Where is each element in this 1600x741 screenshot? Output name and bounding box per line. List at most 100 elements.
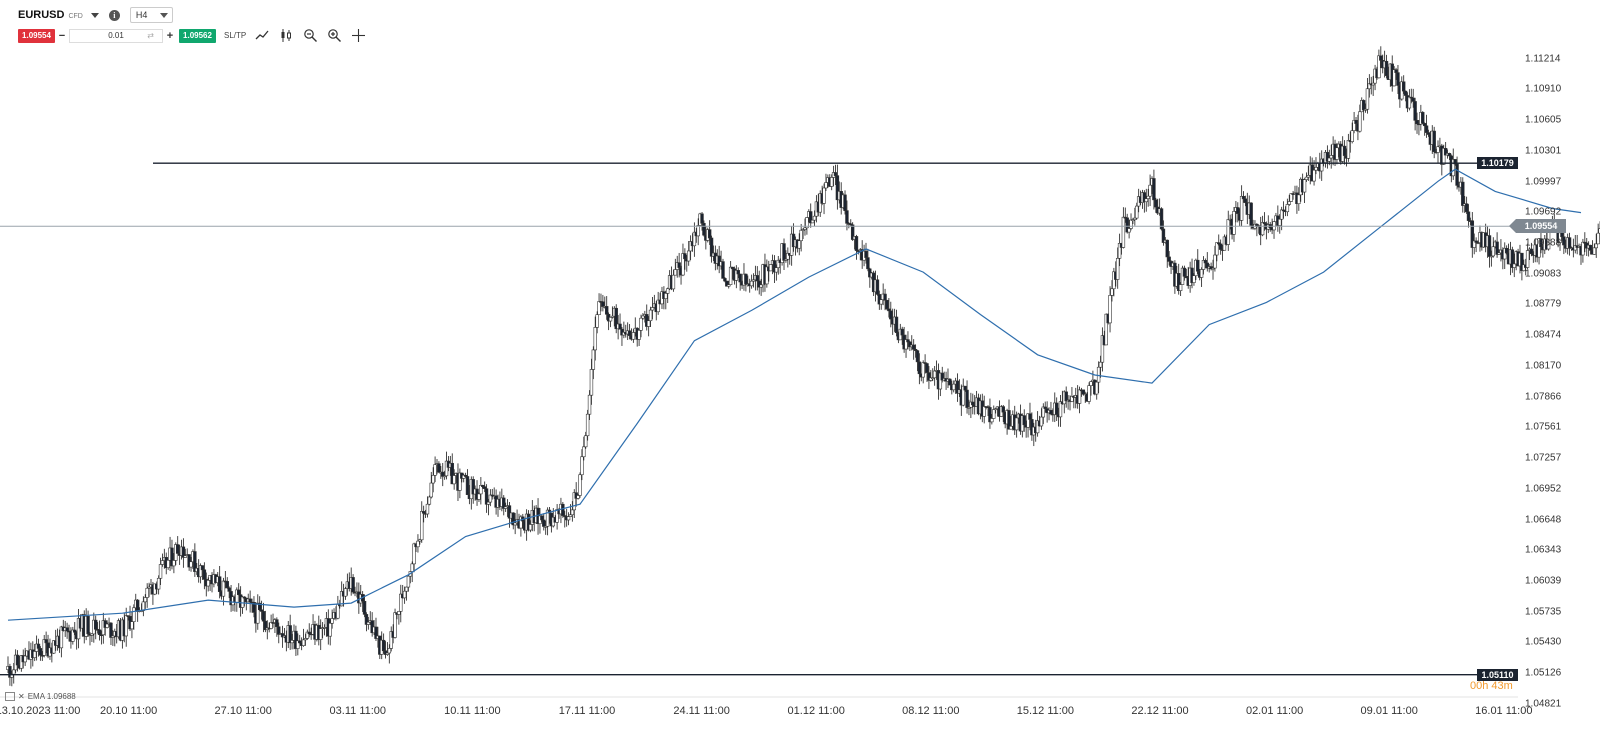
candle <box>601 301 605 307</box>
candle <box>452 475 456 485</box>
candle <box>421 511 426 514</box>
price-tick-label: 1.05430 <box>1525 636 1562 648</box>
candle <box>526 513 531 531</box>
swap-icon[interactable]: ⇄ <box>147 30 154 40</box>
candle <box>765 266 769 285</box>
candle <box>1358 111 1362 132</box>
candle <box>1314 166 1318 171</box>
candle <box>330 618 334 624</box>
candle <box>1184 276 1189 279</box>
price-tick-label: 1.06648 <box>1525 514 1562 526</box>
candle <box>269 622 273 629</box>
price-tick-label: 1.08474 <box>1525 329 1562 341</box>
candle <box>242 596 247 599</box>
candle <box>442 475 447 478</box>
timeframe-value: H4 <box>135 10 148 20</box>
resistance-level-label: 1.10179 <box>1477 157 1518 170</box>
candle <box>637 330 641 340</box>
candle <box>1455 163 1459 186</box>
indicator-settings-icon[interactable] <box>5 692 15 701</box>
zoom-out-icon[interactable] <box>303 28 318 43</box>
candle <box>757 280 761 288</box>
sell-button[interactable]: 1.09554 <box>18 28 55 43</box>
candle <box>988 407 992 423</box>
candle <box>86 615 90 635</box>
candle <box>618 323 622 330</box>
symbol-name[interactable]: EURUSD <box>18 9 65 21</box>
candle <box>1491 246 1495 257</box>
candle <box>94 619 98 630</box>
candle <box>894 316 899 334</box>
candle <box>450 462 454 485</box>
candle <box>433 464 437 476</box>
info-icon[interactable]: i <box>108 9 120 21</box>
candle <box>1121 216 1126 248</box>
indicator-remove-icon[interactable]: ✕ <box>18 692 25 701</box>
candle <box>1304 176 1309 180</box>
candle <box>339 591 344 607</box>
candle <box>1367 83 1372 90</box>
candle <box>528 524 533 531</box>
timeframe-select[interactable]: H4 <box>129 7 173 23</box>
candle <box>290 640 294 644</box>
candle <box>263 620 268 631</box>
candle <box>681 253 685 276</box>
quantity-input[interactable]: 0.01 ⇄ <box>69 28 163 43</box>
candlestick-icon[interactable] <box>279 28 294 43</box>
candle <box>1497 252 1501 255</box>
candle <box>486 501 491 505</box>
candle <box>666 288 670 294</box>
candle <box>248 598 252 603</box>
candle <box>59 626 64 649</box>
candle <box>595 314 599 328</box>
candle <box>784 258 788 261</box>
candle <box>1432 130 1436 152</box>
candle <box>488 494 493 503</box>
symbol-dropdown-icon[interactable] <box>90 12 99 18</box>
candle <box>990 418 994 423</box>
quantity-increase-button[interactable]: + <box>166 29 174 42</box>
candle <box>1262 222 1267 224</box>
candle <box>1182 267 1187 277</box>
candle <box>1489 255 1494 258</box>
price-tick-label: 1.06343 <box>1525 544 1562 556</box>
candle <box>170 547 174 567</box>
candle <box>824 182 828 189</box>
candle <box>1058 401 1063 418</box>
candle <box>296 640 300 649</box>
quantity-decrease-button[interactable]: − <box>58 29 66 42</box>
candle <box>696 225 700 237</box>
buy-button[interactable]: 1.09562 <box>179 28 216 43</box>
candle <box>1312 169 1316 182</box>
candle <box>1415 120 1419 125</box>
candle <box>1466 211 1471 221</box>
candle <box>221 580 226 597</box>
zoom-in-icon[interactable] <box>327 28 342 43</box>
candle <box>923 362 927 364</box>
candle <box>986 406 990 408</box>
candle <box>1049 409 1053 415</box>
candle <box>1529 248 1534 255</box>
candle <box>1588 244 1593 251</box>
candle <box>768 264 773 272</box>
candle <box>461 474 466 479</box>
sltp-button[interactable]: SL/TP <box>224 31 247 40</box>
candle <box>1594 243 1598 249</box>
candle <box>303 638 308 641</box>
candle <box>76 618 81 640</box>
candle <box>1001 406 1005 413</box>
ema-legend-label: EMA 1.09688 <box>27 692 76 701</box>
candle <box>879 299 883 305</box>
time-tick-label: 27.10 11:00 <box>214 705 272 717</box>
candle <box>1100 335 1105 363</box>
candle <box>656 299 660 313</box>
crosshair-icon[interactable] <box>351 28 366 43</box>
candle <box>1396 72 1400 86</box>
candle <box>1148 184 1152 197</box>
candle <box>1009 425 1013 430</box>
line-chart-icon[interactable] <box>255 28 270 43</box>
candle <box>406 575 411 588</box>
candle <box>1285 204 1290 213</box>
candle <box>135 599 140 612</box>
